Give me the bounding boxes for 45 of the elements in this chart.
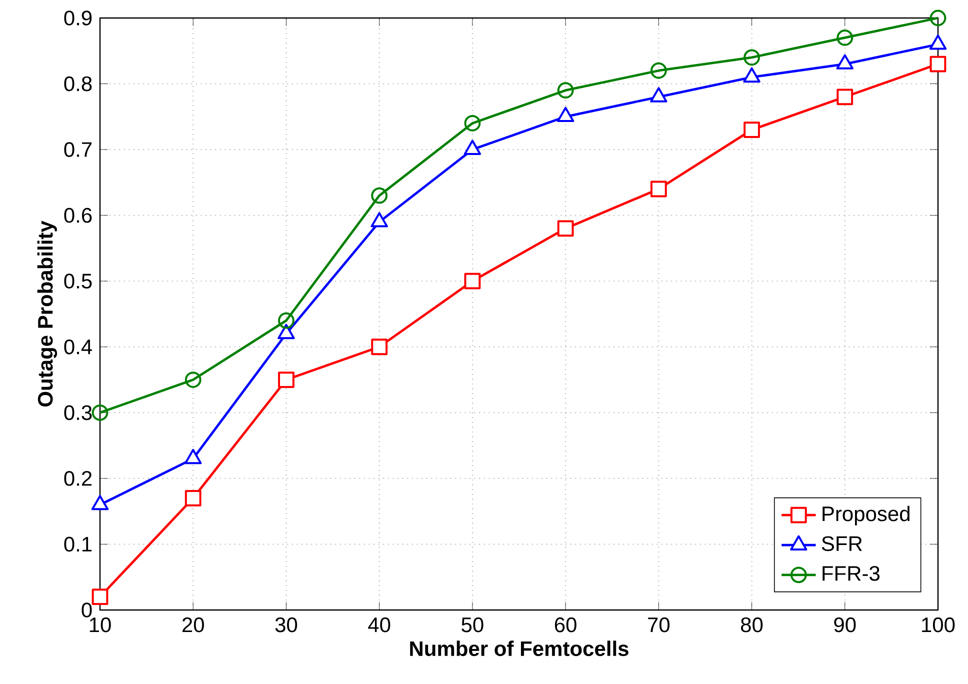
x-axis-title: Number of Femtocells	[410, 640, 628, 656]
y-tick-label: 0.3	[64, 405, 92, 420]
point	[92, 404, 108, 421]
x-tick-label: 50	[462, 617, 484, 632]
y-tick-label: 0.9	[64, 10, 92, 26]
point	[557, 82, 574, 99]
point	[464, 115, 481, 132]
point	[371, 338, 388, 356]
legend-label: SFR	[822, 536, 862, 552]
x-tick-label: 60	[554, 617, 576, 632]
x-tick-label: 30	[275, 617, 298, 632]
x-tick-label: 90	[834, 617, 856, 632]
y-tick-label: 0.7	[64, 142, 92, 157]
y-tick-label: 0.4	[64, 339, 92, 354]
point	[278, 372, 294, 388]
point	[464, 272, 481, 290]
point	[184, 490, 202, 506]
y-axis-title: Outage Probability	[37, 220, 58, 406]
y-tick-label: 0.2	[64, 471, 92, 486]
x-tick-label: 10	[90, 617, 111, 632]
x-tick-label: 70	[648, 617, 670, 632]
point	[744, 49, 760, 66]
point	[92, 588, 108, 606]
point	[930, 10, 946, 26]
legend-label: FFR-3	[822, 566, 880, 581]
point	[371, 187, 388, 204]
point	[278, 312, 294, 329]
point	[650, 62, 667, 79]
point	[836, 30, 854, 46]
point	[744, 122, 760, 138]
y-tick-label: 0.8	[64, 76, 92, 92]
x-tick-label: 20	[182, 617, 204, 632]
point	[650, 180, 667, 198]
legend-label: Proposed	[822, 506, 910, 526]
point	[557, 220, 574, 237]
point	[184, 372, 202, 388]
x-tick-label: 40	[368, 617, 390, 632]
point	[836, 88, 854, 106]
y-tick-label: 0.6	[64, 208, 92, 223]
y-tick-label: 0.1	[64, 536, 92, 552]
y-tick-label: 0	[82, 602, 92, 618]
x-tick-label: 100	[922, 617, 955, 632]
point	[930, 56, 946, 72]
y-tick-label: 0.5	[64, 274, 92, 289]
x-tick-label: 80	[741, 617, 763, 632]
